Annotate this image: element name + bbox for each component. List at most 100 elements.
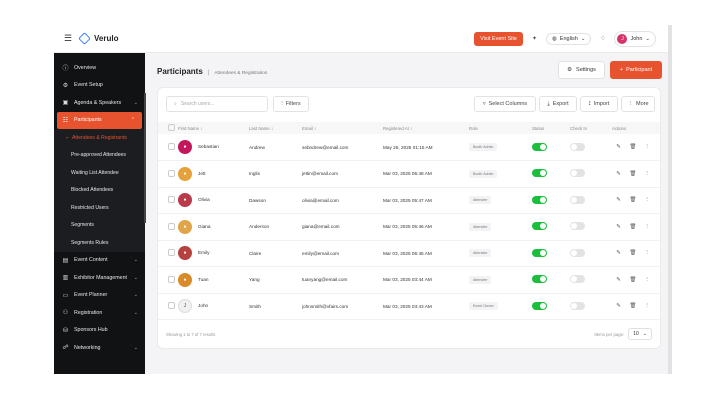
sidebar-subitem-segments[interactable]: Segments <box>71 222 94 229</box>
page-scrollbar[interactable] <box>668 25 672 374</box>
sidebar-subitem-attendees-registrants[interactable]: ⌐ Attendees & Registrants <box>54 129 145 147</box>
status-toggle[interactable] <box>532 301 547 310</box>
select-columns-button[interactable]: ▿ Select Columns <box>474 96 536 112</box>
registered-at-cell: Mar 03, 2025 03:44 AM <box>383 266 469 294</box>
sidebar-item-participants[interactable]: ☷ Participants ⌃ <box>57 111 142 129</box>
actions-cell: ✎ 🗑︎ ⋮ <box>612 134 660 161</box>
language-select[interactable]: ◍ English ⌄ <box>545 32 592 45</box>
user-menu[interactable]: J John ⌄ <box>614 30 656 47</box>
edit-icon[interactable]: ✎ <box>616 144 621 150</box>
main-content: Participants | Attendees & Registration … <box>145 53 668 374</box>
status-toggle[interactable] <box>532 275 547 284</box>
sidebar-item-overview[interactable]: ⓘ Overview <box>54 59 145 77</box>
row-checkbox[interactable] <box>168 302 175 310</box>
notification-bell-icon[interactable]: ♢ <box>600 36 606 42</box>
status-toggle[interactable] <box>532 195 547 204</box>
col-last-name[interactable]: Last Name ↕ <box>249 122 302 134</box>
check-in-toggle[interactable] <box>570 275 585 284</box>
select-all-checkbox[interactable] <box>168 124 175 131</box>
settings-label: Settings <box>576 67 596 73</box>
settings-button[interactable]: ⚙ Settings <box>558 61 605 79</box>
hamburger-menu-icon[interactable]: ☰ <box>64 33 73 43</box>
check-in-toggle[interactable] <box>570 301 585 310</box>
sidebar-subitem-segments-rules[interactable]: Segments Rules <box>71 239 109 246</box>
table-row[interactable]: ● Sebastian Andrew sebndrew@email.com May… <box>158 134 660 161</box>
edit-icon[interactable]: ✎ <box>616 197 621 204</box>
row-select-cell <box>158 213 178 241</box>
delete-icon[interactable]: 🗑︎ <box>629 250 637 257</box>
row-checkbox[interactable] <box>168 222 175 230</box>
sidebar: ⓘ Overview ⚙ Event Setup ▣ Agenda & Spea… <box>54 53 146 374</box>
items-per-page-select[interactable]: 10 ⌄ <box>628 328 652 340</box>
add-participant-button[interactable]: + Participant <box>610 61 662 79</box>
sidebar-subitem-waiting-list[interactable]: Waiting List Attendee <box>71 169 119 176</box>
table-row[interactable]: J John Smith johnsmith@vfairs.com Mar 03,… <box>158 293 660 320</box>
edit-icon[interactable]: ✎ <box>616 170 621 177</box>
export-button[interactable]: ⤓ Export <box>539 96 577 112</box>
sidebar-item-exhibitor-management[interactable]: ▥ Exhibitor Management ⌄ <box>54 269 145 287</box>
row-checkbox[interactable] <box>168 169 175 177</box>
check-in-toggle[interactable] <box>570 142 585 151</box>
more-vertical-icon[interactable]: ⋮ <box>644 303 650 310</box>
more-vertical-icon[interactable]: ⋮ <box>644 197 650 204</box>
sidebar-item-registration[interactable]: ⚇ Registration ⌄ <box>54 304 145 322</box>
visit-event-site-button[interactable]: Visit Event Site <box>474 31 523 46</box>
col-email[interactable]: Email ↕ <box>302 122 383 134</box>
more-vertical-icon[interactable]: ⋮ <box>644 276 650 283</box>
status-toggle[interactable] <box>532 248 547 257</box>
more-vertical-icon[interactable]: ⋮ <box>644 223 650 230</box>
pagination-controls: Items per page: 10 ⌄ <box>594 328 652 340</box>
sidebar-item-label: Event Content <box>74 257 108 264</box>
check-in-toggle[interactable] <box>570 169 585 178</box>
more-button[interactable]: ⋮ More <box>621 96 655 112</box>
more-vertical-icon[interactable]: ⋮ <box>644 250 650 257</box>
status-toggle[interactable] <box>532 142 547 151</box>
first-name-cell: ● Sebastian <box>178 134 249 161</box>
edit-icon[interactable]: ✎ <box>616 250 621 257</box>
col-registered-at[interactable]: Registered At ↕ <box>383 122 469 134</box>
delete-icon[interactable]: 🗑︎ <box>629 223 637 230</box>
role-cell: Attendee <box>469 266 532 294</box>
bulb-icon[interactable]: ✦ <box>531 36 537 42</box>
status-toggle[interactable] <box>532 222 547 231</box>
row-checkbox[interactable] <box>168 275 175 283</box>
row-checkbox[interactable] <box>168 196 175 204</box>
edit-icon[interactable]: ✎ <box>616 303 621 310</box>
sidebar-item-event-content[interactable]: ▤ Event Content ⌄ <box>54 252 145 270</box>
sidebar-subitem-blocked[interactable]: Blocked Attendees <box>71 187 114 194</box>
check-in-toggle[interactable] <box>570 195 585 204</box>
filters-button[interactable]: ⫶ Filters <box>273 96 309 112</box>
more-vertical-icon[interactable]: ⋮ <box>644 170 650 177</box>
sidebar-scrollbar[interactable] <box>144 93 146 223</box>
table-row[interactable]: ● Tuan Yang tuanyang@email.com Mar 03, 20… <box>158 266 660 294</box>
sidebar-subitem-restricted[interactable]: Restricted Users <box>71 204 109 211</box>
delete-icon[interactable]: 🗑︎ <box>629 144 637 150</box>
table-row[interactable]: ● Emily Claire emily@email.com Mar 03, 20… <box>158 240 660 267</box>
sidebar-item-event-setup[interactable]: ⚙ Event Setup <box>54 77 145 95</box>
search-input[interactable]: ⌕ Search users... <box>166 96 268 112</box>
edit-icon[interactable]: ✎ <box>616 276 621 283</box>
import-button[interactable]: ⟟ Import <box>580 96 618 112</box>
row-checkbox[interactable] <box>168 249 175 257</box>
sidebar-item-event-planner[interactable]: ▭ Event Planner ⌄ <box>54 287 145 305</box>
sidebar-item-agenda-speakers[interactable]: ▣ Agenda & Speakers ⌄ <box>54 94 145 112</box>
sidebar-item-sponsors-hub[interactable]: ⛁ Sponsors Hub <box>54 322 145 340</box>
brand-logo[interactable]: Verulo <box>78 32 118 45</box>
check-in-toggle[interactable] <box>570 222 585 231</box>
table-row[interactable]: ● Olivia Dawson olivia@email.com Mar 03, … <box>158 187 660 214</box>
avatar: ● <box>178 246 192 261</box>
check-in-toggle[interactable] <box>570 248 585 257</box>
table-row[interactable]: ● Jett Inglis jettin@email.com Mar 03, 20… <box>158 160 660 188</box>
table-row[interactable]: ● Giana Anderson giana@email.com Mar 03, … <box>158 213 660 241</box>
status-toggle[interactable] <box>532 169 547 178</box>
edit-icon[interactable]: ✎ <box>616 223 621 230</box>
sidebar-subitem-preapproved[interactable]: Pre-approved Attendees <box>71 152 126 159</box>
delete-icon[interactable]: 🗑︎ <box>629 276 637 283</box>
delete-icon[interactable]: 🗑︎ <box>629 197 637 204</box>
delete-icon[interactable]: 🗑︎ <box>629 170 637 177</box>
col-first-name[interactable]: First Name ↕ <box>178 122 249 134</box>
row-checkbox[interactable] <box>168 143 175 150</box>
delete-icon[interactable]: 🗑︎ <box>629 303 637 310</box>
sidebar-item-networking[interactable]: ☍ Networking ⌄ <box>54 339 145 357</box>
more-vertical-icon[interactable]: ⋮ <box>644 144 650 150</box>
